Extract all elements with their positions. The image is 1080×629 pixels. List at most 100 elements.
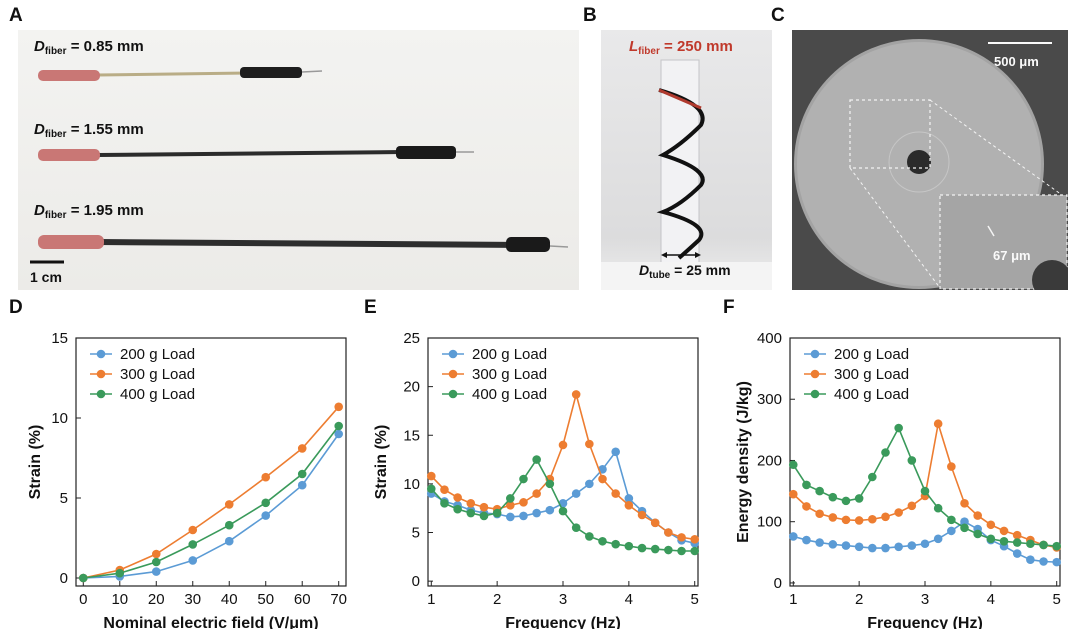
coil-drawing <box>601 59 772 290</box>
legend-entry: 300 g Load <box>834 366 909 383</box>
sem-ring <box>888 131 950 193</box>
data-point <box>999 536 1009 546</box>
data-point <box>894 542 903 552</box>
data-point <box>261 498 271 508</box>
data-point <box>1039 540 1048 550</box>
y-tick-label: 100 <box>757 514 782 531</box>
panel-label-c: C <box>771 5 785 26</box>
coiled-fiber <box>656 88 705 260</box>
x-tick-label: 1 <box>789 591 797 608</box>
fiber-medium-connector-right <box>396 146 456 159</box>
data-point <box>973 529 982 539</box>
photo-fibers: Dfiber = 0.85 mm Dfiber = 1.55 mm Dfiber… <box>18 30 579 290</box>
data-point <box>907 501 917 511</box>
data-point <box>598 474 607 484</box>
sem-drawing <box>794 39 1068 290</box>
sem-inset-hole <box>1032 260 1068 290</box>
fiber-2-label: Dfiber = 1.55 mm <box>34 121 144 140</box>
data-point <box>571 390 581 399</box>
plot-frame <box>75 337 347 587</box>
data-point <box>986 520 996 530</box>
data-point <box>1026 555 1035 564</box>
tube-base <box>601 262 772 290</box>
x-tick-label: 1 <box>427 591 435 608</box>
legend-marker <box>96 389 106 399</box>
data-point <box>637 543 647 553</box>
data-point <box>151 567 161 576</box>
legend-marker <box>448 349 458 359</box>
legend-marker <box>810 389 820 399</box>
x-tick-label: 4 <box>987 591 995 608</box>
sem-inset-scale-label: 67 μm <box>993 248 1031 263</box>
data-point <box>960 523 969 533</box>
chart-f: 1 2 3 4 5 0 100 200 300 400 Frequency (Hz) Energy d… <box>735 330 1062 629</box>
data-point <box>453 493 462 502</box>
data-point <box>624 541 634 551</box>
data-point <box>828 540 838 549</box>
data-point <box>297 444 307 453</box>
data-point <box>585 532 594 541</box>
data-point <box>151 549 161 559</box>
data-point <box>828 492 838 502</box>
data-point <box>440 499 449 508</box>
fiber-thin-connector-right <box>240 67 302 78</box>
data-point <box>585 439 594 449</box>
fiber-thick-wire <box>549 245 569 248</box>
photo-coil: Lfiber = 250 mm Dtube = 25 mm <box>601 30 772 290</box>
data-point <box>78 573 88 583</box>
plot-frame <box>789 337 1061 587</box>
fiber-thick-connector-right <box>506 237 550 252</box>
data-point <box>519 474 528 484</box>
panel-label-b: B <box>583 5 597 26</box>
coil-red-end <box>658 88 702 110</box>
legend-entry: 300 g Load <box>472 366 547 383</box>
chart-e: 1 2 3 4 5 0 5 10 15 20 25 Frequency (Hz) Strain (%) 2… <box>373 330 700 629</box>
fiber-thin-connector-left <box>38 70 100 81</box>
data-point <box>828 513 838 522</box>
x-tick-label: 5 <box>1053 591 1061 608</box>
data-point <box>881 448 890 457</box>
data-point <box>907 456 917 465</box>
data-point <box>571 523 581 532</box>
fiber-1-label: Dfiber = 0.85 mm <box>34 38 144 57</box>
data-point <box>558 506 568 516</box>
legend-entry: 400 g Load <box>120 386 195 403</box>
series-line <box>792 423 1057 549</box>
y-tick-label: 25 <box>403 330 420 347</box>
x-axis-label: Frequency (Hz) <box>505 615 621 629</box>
fiber-thin-wire <box>301 70 323 73</box>
fiber-thick-connector-left <box>38 235 104 249</box>
legend-marker <box>810 349 820 359</box>
legend-marker <box>96 369 106 379</box>
y-axis-label: Strain (%) <box>373 425 390 500</box>
x-tick-label: 2 <box>493 591 501 608</box>
y-tick-label: 0 <box>774 575 782 592</box>
scale-label-a: 1 cm <box>30 269 62 285</box>
y-tick-label: 15 <box>51 330 68 347</box>
data-point <box>907 541 917 550</box>
data-point <box>788 489 798 499</box>
data-point <box>788 532 798 541</box>
data-point <box>426 484 436 494</box>
data-point <box>1012 538 1022 547</box>
data-point <box>545 479 555 489</box>
x-axis-label: Frequency (Hz) <box>867 615 983 629</box>
data-point <box>624 500 634 510</box>
series-line <box>83 406 340 579</box>
x-tick-label: 70 <box>330 591 347 608</box>
data-point <box>960 517 969 527</box>
y-tick-label: 200 <box>757 452 782 469</box>
x-tick-label: 5 <box>691 591 699 608</box>
data-point <box>261 511 271 520</box>
series-line <box>430 391 695 541</box>
legend-marker <box>96 349 106 359</box>
panel-label-f: F <box>723 297 735 318</box>
data-point <box>815 486 824 496</box>
fiber-3-label: Dfiber = 1.95 mm <box>34 202 144 221</box>
x-axis-label: Nominal electric field (V/μm) <box>103 615 318 629</box>
data-point <box>868 514 877 524</box>
data-point <box>973 511 982 520</box>
data-point <box>894 423 903 433</box>
data-point <box>188 540 198 549</box>
data-point <box>894 508 903 517</box>
